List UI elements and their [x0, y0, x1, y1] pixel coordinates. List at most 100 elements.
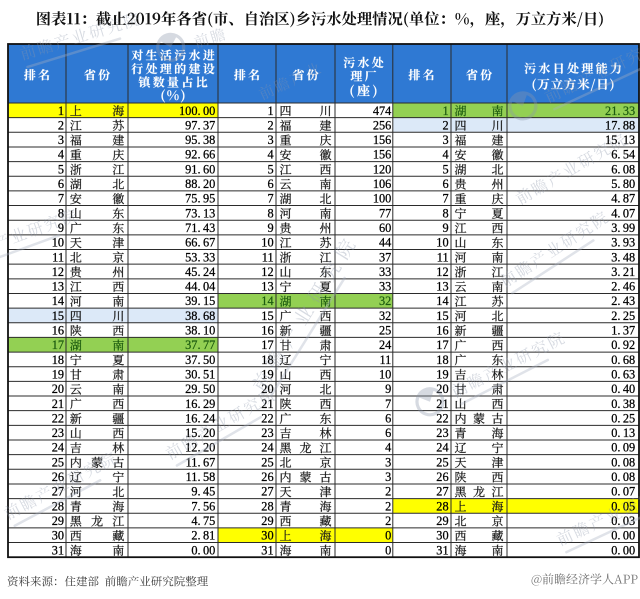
svg-text:10: 10	[379, 367, 391, 381]
svg-text:7: 7	[58, 192, 64, 206]
svg-text:100. 00: 100. 00	[179, 104, 215, 118]
svg-text:5: 5	[267, 162, 273, 176]
svg-text:9: 9	[442, 221, 448, 235]
svg-text:15. 13: 15. 13	[605, 133, 635, 147]
svg-text:28: 28	[436, 499, 448, 513]
svg-text:2: 2	[442, 118, 448, 132]
svg-text:7. 56: 7. 56	[191, 499, 215, 513]
svg-text:9: 9	[385, 382, 391, 396]
svg-text:120: 120	[373, 162, 391, 176]
svg-text:11: 11	[52, 250, 64, 264]
svg-text:11: 11	[379, 353, 391, 367]
svg-text:33: 33	[379, 280, 391, 294]
svg-text:33: 33	[379, 265, 391, 279]
svg-text:3: 3	[442, 133, 448, 147]
svg-text:24: 24	[436, 441, 448, 455]
svg-text:37. 50: 37. 50	[185, 353, 215, 367]
svg-text:91. 60: 91. 60	[185, 162, 215, 176]
svg-text:0. 25: 0. 25	[611, 411, 635, 425]
svg-text:6: 6	[442, 177, 448, 191]
svg-text:474: 474	[373, 104, 391, 118]
svg-text:4. 07: 4. 07	[611, 206, 635, 220]
svg-text:6: 6	[267, 177, 273, 191]
svg-text:16: 16	[436, 324, 448, 338]
svg-text:8: 8	[267, 206, 273, 220]
svg-text:27: 27	[261, 485, 273, 499]
svg-text:22: 22	[261, 411, 273, 425]
svg-text:66. 67: 66. 67	[185, 236, 215, 250]
svg-text:13: 13	[261, 280, 273, 294]
svg-text:2: 2	[385, 499, 391, 513]
svg-text:0. 63: 0. 63	[611, 367, 635, 381]
svg-text:11. 58: 11. 58	[186, 470, 216, 484]
svg-text:77: 77	[379, 206, 391, 220]
svg-text:24: 24	[261, 441, 273, 455]
svg-text:15: 15	[436, 309, 448, 323]
svg-text:3: 3	[58, 133, 64, 147]
svg-text:3. 93: 3. 93	[611, 236, 635, 250]
svg-text:11: 11	[437, 250, 449, 264]
svg-text:3: 3	[267, 133, 273, 147]
svg-text:17. 88: 17. 88	[605, 118, 635, 132]
svg-text:17: 17	[261, 338, 273, 352]
svg-text:4: 4	[442, 148, 448, 162]
svg-text:7: 7	[385, 397, 391, 411]
svg-text:18: 18	[52, 353, 64, 367]
svg-text:24: 24	[52, 441, 64, 455]
svg-text:9: 9	[58, 221, 64, 235]
svg-text:23: 23	[52, 426, 64, 440]
svg-text:92. 66: 92. 66	[185, 148, 215, 162]
svg-text:12: 12	[52, 265, 64, 279]
svg-text:1: 1	[267, 104, 273, 118]
svg-text:25: 25	[261, 455, 273, 469]
svg-text:95. 38: 95. 38	[185, 133, 215, 147]
svg-text:106: 106	[373, 177, 391, 191]
svg-text:4: 4	[385, 441, 391, 455]
svg-text:4: 4	[267, 148, 273, 162]
svg-text:3: 3	[385, 470, 391, 484]
svg-text:32: 32	[379, 309, 391, 323]
svg-text:29. 50: 29. 50	[185, 382, 215, 396]
svg-text:3: 3	[385, 455, 391, 469]
svg-text:73. 13: 73. 13	[185, 206, 215, 220]
svg-text:60: 60	[379, 221, 391, 235]
svg-text:29: 29	[52, 514, 64, 528]
svg-text:15: 15	[261, 309, 273, 323]
svg-text:39. 15: 39. 15	[185, 294, 215, 308]
svg-text:26: 26	[261, 470, 273, 484]
svg-text:20: 20	[52, 382, 64, 396]
svg-text:2: 2	[385, 514, 391, 528]
svg-text:38. 10: 38. 10	[185, 324, 215, 338]
svg-text:16. 29: 16. 29	[185, 397, 215, 411]
svg-text:1: 1	[442, 104, 448, 118]
svg-text:13: 13	[436, 280, 448, 294]
svg-text:1. 37: 1. 37	[611, 324, 635, 338]
svg-text:6: 6	[58, 177, 64, 191]
svg-text:5. 80: 5. 80	[611, 177, 635, 191]
svg-text:0. 92: 0. 92	[611, 338, 635, 352]
svg-text:4: 4	[58, 148, 64, 162]
svg-text:0: 0	[385, 543, 391, 557]
svg-text:3. 99: 3. 99	[611, 221, 635, 235]
svg-text:15. 20: 15. 20	[185, 426, 215, 440]
svg-text:30: 30	[436, 529, 448, 543]
svg-text:156: 156	[373, 148, 391, 162]
svg-text:14: 14	[52, 294, 64, 308]
svg-text:0. 00: 0. 00	[191, 543, 215, 557]
svg-text:32: 32	[379, 294, 391, 308]
svg-text:19: 19	[52, 367, 64, 381]
svg-text:30: 30	[52, 529, 64, 543]
svg-text:37: 37	[379, 250, 391, 264]
svg-text:45. 24: 45. 24	[185, 265, 215, 279]
svg-text:2. 25: 2. 25	[611, 309, 635, 323]
svg-text:15: 15	[52, 309, 64, 323]
svg-text:97. 37: 97. 37	[185, 118, 215, 132]
svg-text:11. 67: 11. 67	[186, 455, 216, 469]
svg-text:11: 11	[262, 250, 274, 264]
svg-text:88. 20: 88. 20	[185, 177, 215, 191]
svg-text:0. 13: 0. 13	[611, 426, 635, 440]
svg-text:4. 87: 4. 87	[611, 192, 635, 206]
svg-text:4. 75: 4. 75	[191, 514, 215, 528]
svg-text:28: 28	[261, 499, 273, 513]
svg-text:1: 1	[58, 104, 64, 118]
